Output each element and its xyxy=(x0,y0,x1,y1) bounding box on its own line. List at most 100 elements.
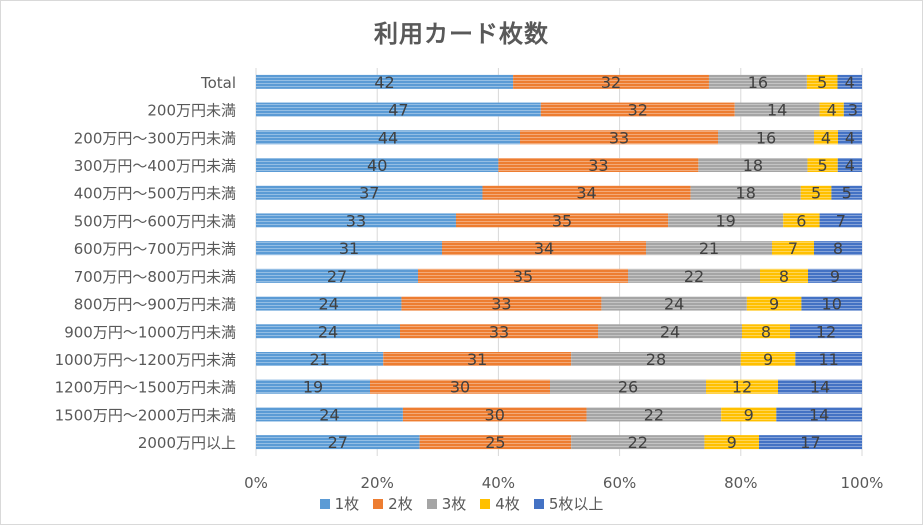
data-label: 21 xyxy=(699,239,719,258)
bar-segment xyxy=(819,102,844,117)
data-label: 4 xyxy=(845,73,855,92)
data-label: 9 xyxy=(830,267,840,286)
bar-segment xyxy=(256,213,456,228)
legend-swatch xyxy=(319,498,330,509)
data-label: 40 xyxy=(367,156,387,175)
bar-segment xyxy=(520,130,718,145)
x-tick-label: 40% xyxy=(482,474,515,492)
bar-segment xyxy=(550,379,706,394)
data-label: 17 xyxy=(800,433,820,452)
bar-segment xyxy=(256,185,483,200)
category-label: 200万円～300万円未満 xyxy=(74,129,236,147)
data-label: 9 xyxy=(763,350,773,369)
legend-item: 5枚以上 xyxy=(533,493,604,514)
data-label: 33 xyxy=(489,322,509,341)
bar-segment xyxy=(800,185,832,200)
category-label: 700万円～800万円未満 xyxy=(74,268,236,286)
category-label: 1200万円～1500万円未満 xyxy=(55,379,236,397)
data-label: 47 xyxy=(388,101,408,120)
bar-segment xyxy=(400,324,598,339)
category-label: 200万円未満 xyxy=(147,102,236,120)
data-label: 26 xyxy=(618,378,638,397)
data-label: 33 xyxy=(346,211,366,230)
bar-segment xyxy=(256,352,384,366)
legend-label: 2枚 xyxy=(388,495,413,513)
bar-segment xyxy=(628,268,760,283)
bar-segment xyxy=(718,130,814,145)
bar-segment xyxy=(721,407,777,422)
x-tick-label: 60% xyxy=(603,474,636,492)
bar-segment xyxy=(598,324,742,339)
bar-segment xyxy=(837,158,862,172)
data-label: 33 xyxy=(588,156,608,175)
category-label: 1000万円～1200万円未満 xyxy=(55,351,236,369)
legend-label: 4枚 xyxy=(495,495,520,513)
data-label: 7 xyxy=(836,211,846,230)
data-label: 34 xyxy=(534,239,554,258)
data-label: 4 xyxy=(821,128,831,147)
bar-segment xyxy=(690,185,801,200)
data-label: 14 xyxy=(767,101,787,120)
data-label: 28 xyxy=(646,350,666,369)
bar-segment xyxy=(571,352,741,366)
bar-segment xyxy=(814,241,862,256)
bar-segment xyxy=(442,241,646,256)
bar-segment xyxy=(256,74,514,89)
x-tick-label: 100% xyxy=(841,474,884,492)
bar-segment xyxy=(831,185,862,200)
bar-segment xyxy=(783,213,820,228)
bar-segment xyxy=(402,407,587,422)
bar-segment xyxy=(256,241,442,256)
data-label: 8 xyxy=(761,322,771,341)
bar-segment xyxy=(776,407,862,422)
legend: 1枚 2枚 3枚 4枚 5枚以上 xyxy=(0,493,923,514)
category-label: 1500万円～2000万円未満 xyxy=(55,406,236,424)
data-label: 4 xyxy=(845,128,855,147)
legend-label: 5枚以上 xyxy=(548,495,604,513)
data-label: 27 xyxy=(327,267,347,286)
legend-swatch xyxy=(533,498,544,509)
bar-segment xyxy=(586,407,722,422)
data-label: 11 xyxy=(818,350,838,369)
data-label: 16 xyxy=(748,73,768,92)
legend-item: 1枚 xyxy=(319,493,359,514)
bar-segment xyxy=(778,379,862,394)
data-label: 35 xyxy=(552,211,572,230)
bar-segment xyxy=(383,352,572,366)
data-label: 10 xyxy=(822,295,842,314)
bar-segment xyxy=(760,268,808,283)
category-label: 500万円～600万円未満 xyxy=(74,212,236,230)
legend-item: 3枚 xyxy=(426,493,466,514)
category-label: 2000万円以上 xyxy=(138,434,236,452)
bar-segment xyxy=(571,435,705,450)
bar-segment xyxy=(708,74,807,89)
data-label: 16 xyxy=(756,128,776,147)
bar-segment xyxy=(758,435,862,450)
category-label: 300万円～400万円未満 xyxy=(74,157,236,175)
legend-swatch xyxy=(426,498,437,509)
data-label: 19 xyxy=(303,378,323,397)
data-label: 5 xyxy=(842,184,852,203)
data-label: 30 xyxy=(450,378,470,397)
data-label: 4 xyxy=(827,101,837,120)
bar-segment xyxy=(740,352,796,366)
data-label: 21 xyxy=(309,350,329,369)
data-label: 30 xyxy=(485,405,505,424)
bar-segment xyxy=(819,213,862,228)
bar-segment xyxy=(706,379,778,394)
data-label: 22 xyxy=(644,405,664,424)
data-label: 19 xyxy=(715,211,735,230)
bar-segment xyxy=(814,130,838,145)
chart-title: 利用カード枚数 xyxy=(374,20,549,48)
bar-segment xyxy=(807,158,838,172)
data-label: 8 xyxy=(833,239,843,258)
bar-segment xyxy=(698,158,808,172)
bar-segment xyxy=(256,268,418,283)
data-label: 31 xyxy=(339,239,359,258)
bar-segment xyxy=(772,241,814,256)
legend-item: 4枚 xyxy=(480,493,520,514)
bar-segment xyxy=(704,435,759,450)
bar-segment xyxy=(256,130,520,145)
data-label: 25 xyxy=(485,433,505,452)
data-label: 37 xyxy=(359,184,379,203)
